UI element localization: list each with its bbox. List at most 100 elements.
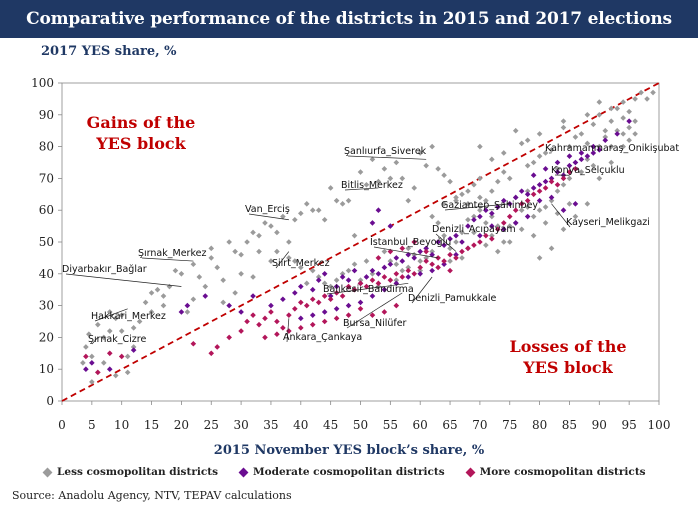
point-less bbox=[351, 232, 358, 239]
point-more bbox=[309, 296, 316, 303]
point-moderate bbox=[309, 286, 316, 293]
annotation-leader bbox=[435, 233, 457, 252]
point-less bbox=[554, 188, 561, 194]
annotation-leader bbox=[346, 292, 403, 329]
y-tick-label: 50 bbox=[39, 235, 54, 249]
point-less bbox=[584, 156, 591, 163]
point-less bbox=[530, 232, 537, 239]
point-moderate bbox=[238, 309, 244, 315]
point-moderate bbox=[524, 213, 531, 220]
point-more bbox=[369, 312, 376, 318]
point-more bbox=[489, 236, 495, 242]
point-less bbox=[518, 226, 525, 233]
point-moderate bbox=[429, 267, 435, 274]
point-less bbox=[447, 245, 453, 252]
point-less bbox=[578, 131, 585, 137]
point-less bbox=[554, 166, 561, 172]
annotation-label: Şırnak_Cizre bbox=[88, 334, 146, 345]
point-less bbox=[477, 143, 483, 150]
region-label-losses: Losses of the bbox=[509, 337, 626, 356]
point-less bbox=[459, 229, 465, 236]
annotation-label: Denizli_Pamukkale bbox=[408, 293, 497, 304]
point-less bbox=[524, 137, 531, 144]
region-label-gains: YES block bbox=[95, 134, 186, 153]
point-more bbox=[226, 334, 232, 341]
point-more bbox=[369, 277, 376, 283]
point-moderate bbox=[423, 245, 429, 252]
point-less bbox=[453, 197, 459, 204]
x-tick-label: 80 bbox=[532, 418, 547, 432]
point-less bbox=[566, 175, 573, 182]
point-more bbox=[405, 267, 412, 274]
point-more bbox=[447, 251, 453, 258]
point-moderate bbox=[483, 207, 489, 213]
point-less bbox=[327, 185, 334, 191]
point-more bbox=[381, 309, 388, 315]
point-more bbox=[477, 239, 483, 245]
point-moderate bbox=[512, 194, 519, 201]
point-less bbox=[471, 181, 477, 188]
point-moderate bbox=[369, 220, 376, 226]
legend-label-moderate: Moderate cosmopolitan districts bbox=[253, 466, 445, 478]
source-note: Source: Anadolu Agency, NTV, TEPAV calcu… bbox=[12, 489, 292, 502]
point-moderate bbox=[89, 360, 95, 366]
point-more bbox=[238, 328, 244, 334]
point-less bbox=[548, 245, 555, 252]
point-more bbox=[465, 245, 471, 252]
point-more bbox=[339, 293, 346, 299]
point-moderate bbox=[536, 197, 543, 204]
point-less bbox=[333, 197, 340, 204]
point-less bbox=[89, 353, 95, 360]
annotation-leader bbox=[347, 155, 427, 160]
point-less bbox=[298, 210, 304, 217]
point-moderate bbox=[554, 169, 561, 175]
point-more bbox=[500, 220, 507, 226]
point-less bbox=[405, 197, 412, 204]
point-less bbox=[608, 118, 615, 124]
point-less bbox=[530, 213, 537, 220]
point-moderate bbox=[578, 156, 585, 163]
point-more bbox=[375, 280, 382, 287]
point-more bbox=[190, 340, 197, 347]
point-more bbox=[274, 318, 280, 325]
point-moderate bbox=[381, 264, 388, 271]
point-moderate bbox=[471, 216, 477, 223]
point-less bbox=[256, 232, 262, 239]
point-less bbox=[405, 264, 412, 271]
annotation-leader bbox=[344, 187, 379, 191]
point-less bbox=[536, 255, 543, 261]
point-less bbox=[357, 277, 364, 283]
point-less bbox=[483, 220, 489, 226]
point-less bbox=[411, 251, 418, 258]
point-less bbox=[500, 239, 507, 245]
point-moderate bbox=[626, 118, 632, 124]
annotation-leader bbox=[275, 251, 290, 269]
annotation-label: İstanbul_Beyoğlu bbox=[370, 237, 451, 248]
point-moderate bbox=[542, 178, 549, 185]
point-more bbox=[280, 325, 286, 331]
point-less bbox=[148, 309, 155, 315]
point-moderate bbox=[536, 181, 543, 188]
point-less bbox=[387, 258, 394, 264]
point-less bbox=[274, 229, 280, 236]
point-less bbox=[286, 239, 292, 245]
point-less bbox=[423, 255, 429, 261]
point-moderate bbox=[441, 261, 447, 268]
point-less bbox=[154, 286, 161, 293]
point-more bbox=[375, 255, 382, 261]
point-less bbox=[417, 267, 423, 274]
point-less bbox=[369, 271, 376, 277]
point-less bbox=[80, 360, 86, 366]
point-less bbox=[381, 166, 388, 172]
point-moderate bbox=[453, 232, 459, 239]
point-less bbox=[614, 127, 621, 134]
annotation-label: Gaziantep_Şahinbey bbox=[441, 200, 538, 211]
point-less bbox=[387, 175, 394, 182]
point-less bbox=[106, 328, 113, 334]
point-less bbox=[89, 379, 95, 385]
point-moderate bbox=[584, 153, 591, 159]
point-less bbox=[572, 213, 579, 220]
point-less bbox=[112, 372, 119, 379]
point-less bbox=[608, 159, 615, 166]
